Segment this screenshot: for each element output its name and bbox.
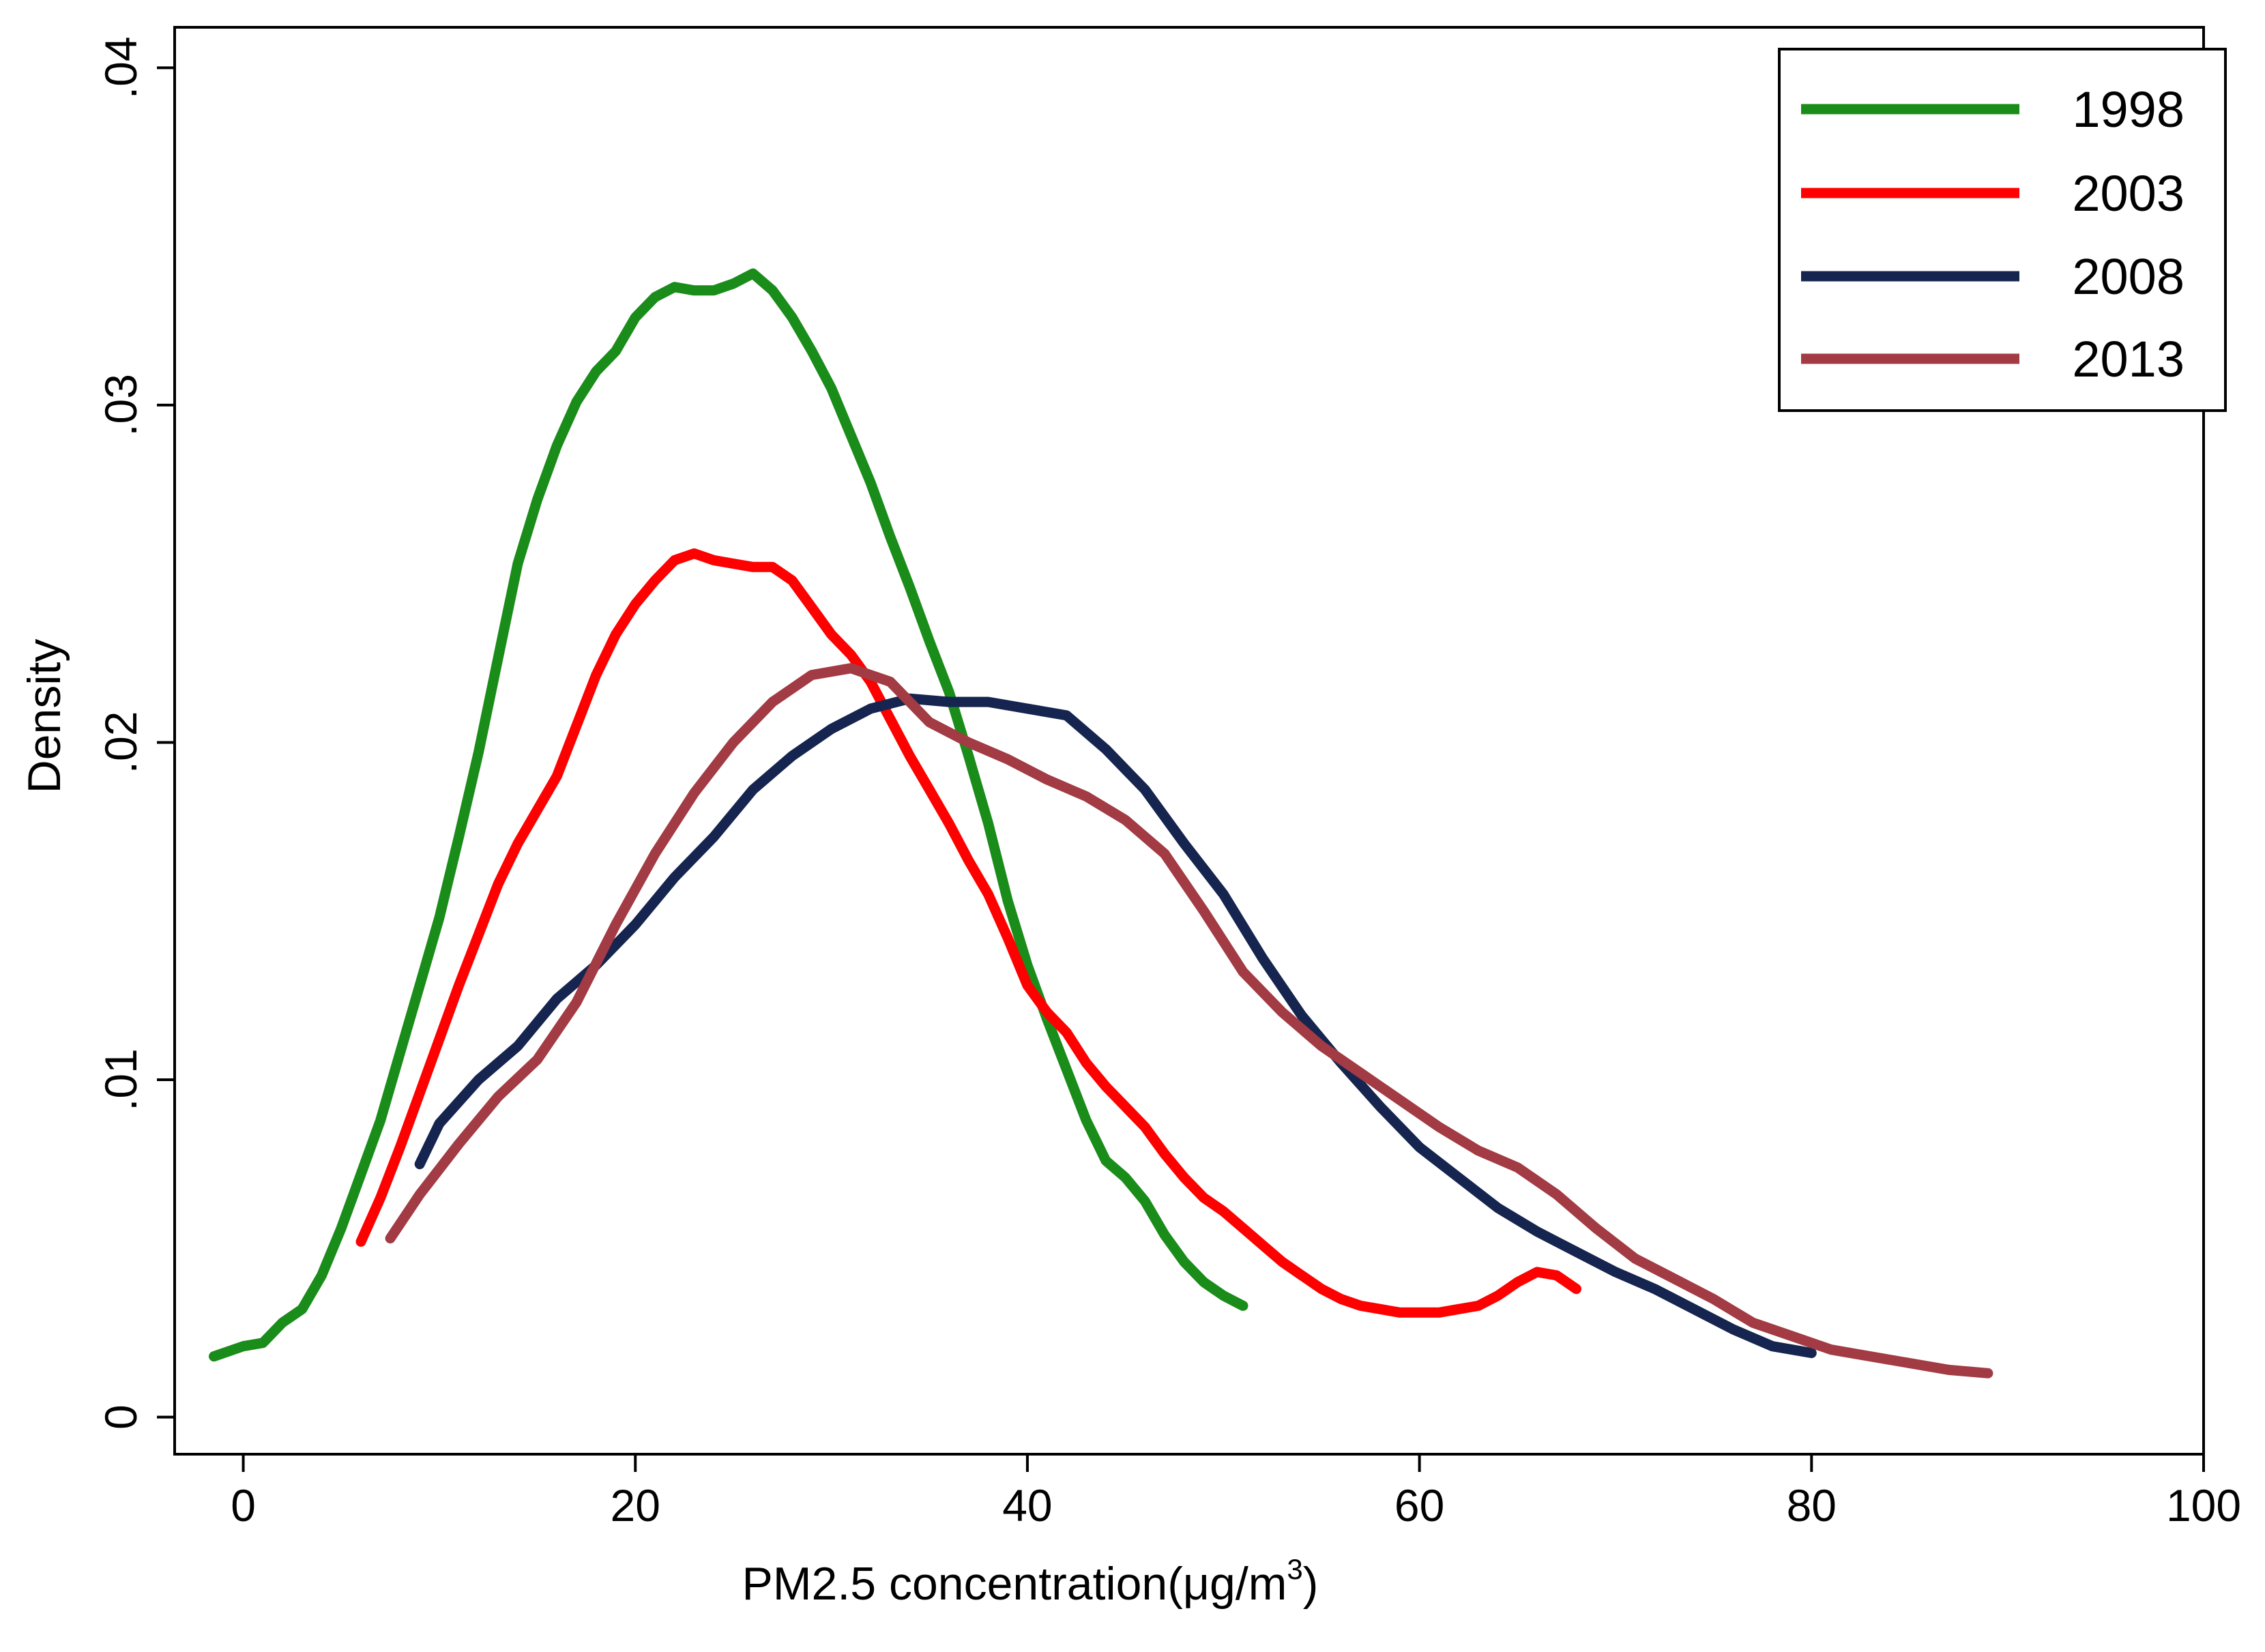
legend-label-2003: 2003 (2072, 165, 2184, 222)
legend-label-2013: 2013 (2072, 331, 2184, 387)
x-tick-label: 60 (1394, 1480, 1444, 1531)
plot-frame (173, 26, 2205, 1456)
x-axis-title: PM2.5 concentration(μg/m3) (742, 1553, 1319, 1610)
x-tick-label: 40 (1002, 1480, 1052, 1531)
x-tick-label: 0 (231, 1480, 256, 1531)
x-tick-label: 100 (2166, 1480, 2241, 1531)
x-axis-title-suffix: ) (1303, 1558, 1319, 1610)
series-line-1998 (209, 268, 1248, 1362)
series-line-2003 (355, 548, 1581, 1318)
x-tick-label: 80 (1787, 1480, 1837, 1531)
legend: 1998 2003 2008 2013 (1778, 48, 2227, 412)
series-group (209, 268, 1993, 1378)
y-tick-label: .04 (96, 36, 146, 99)
x-tick-label: 20 (611, 1480, 660, 1531)
series-line-2008 (414, 693, 1817, 1359)
y-tick-label: .03 (96, 374, 146, 437)
y-tick-label: 0 (96, 1404, 146, 1430)
legend-label-1998: 1998 (2072, 81, 2184, 138)
series-line-2013 (385, 663, 1993, 1378)
axes: 0 20 40 60 80 100 0 .01 .02 .03 .04 (96, 26, 2241, 1531)
y-tick-label: .02 (96, 711, 146, 774)
y-tick-label: .01 (96, 1048, 146, 1111)
legend-label-2008: 2008 (2072, 248, 2184, 305)
x-axis-title-superscript: 3 (1287, 1553, 1302, 1585)
y-axis-title: Density (18, 639, 70, 794)
x-axis-title-main: PM2.5 concentration(μg/m (742, 1558, 1287, 1610)
